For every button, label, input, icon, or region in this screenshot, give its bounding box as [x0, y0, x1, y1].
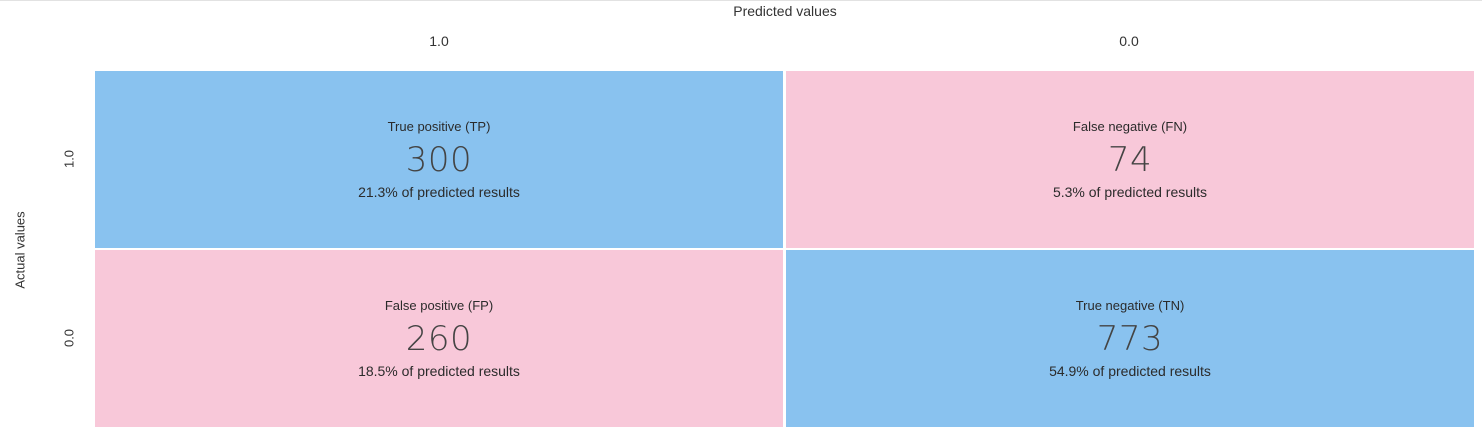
cell-title: True positive (TP) [387, 119, 491, 134]
cell-value: 773 [1096, 319, 1164, 359]
cell-percentage: 5.3% of predicted results [1052, 184, 1208, 200]
x-tick-label-0: 0.0 [1119, 33, 1139, 49]
cell-false-positive: False positive (FP) 260 18.5% of predict… [95, 250, 783, 427]
x-tick-label-1: 1.0 [429, 33, 449, 49]
cell-false-negative: False negative (FN) 74 5.3% of predicted… [786, 71, 1474, 248]
y-tick-label-1: 1.0 [61, 149, 77, 169]
cell-title: False positive (FP) [384, 298, 494, 313]
cell-percentage: 54.9% of predicted results [1049, 363, 1211, 379]
x-axis-title: Predicted values [733, 3, 837, 19]
cell-true-positive: True positive (TP) 300 21.3% of predicte… [95, 71, 783, 248]
y-tick-label-0: 0.0 [61, 328, 77, 348]
top-divider [0, 0, 1482, 1]
cell-percentage: 18.5% of predicted results [358, 363, 520, 379]
cell-title: False negative (FN) [1072, 119, 1188, 134]
cell-value: 260 [405, 319, 473, 359]
cell-percentage: 21.3% of predicted results [358, 184, 520, 200]
y-axis-title: Actual values [12, 211, 28, 289]
cell-value: 300 [405, 140, 473, 180]
cell-title: True negative (TN) [1075, 298, 1185, 313]
cell-true-negative: True negative (TN) 773 54.9% of predicte… [786, 250, 1474, 427]
cell-value: 74 [1107, 140, 1153, 180]
